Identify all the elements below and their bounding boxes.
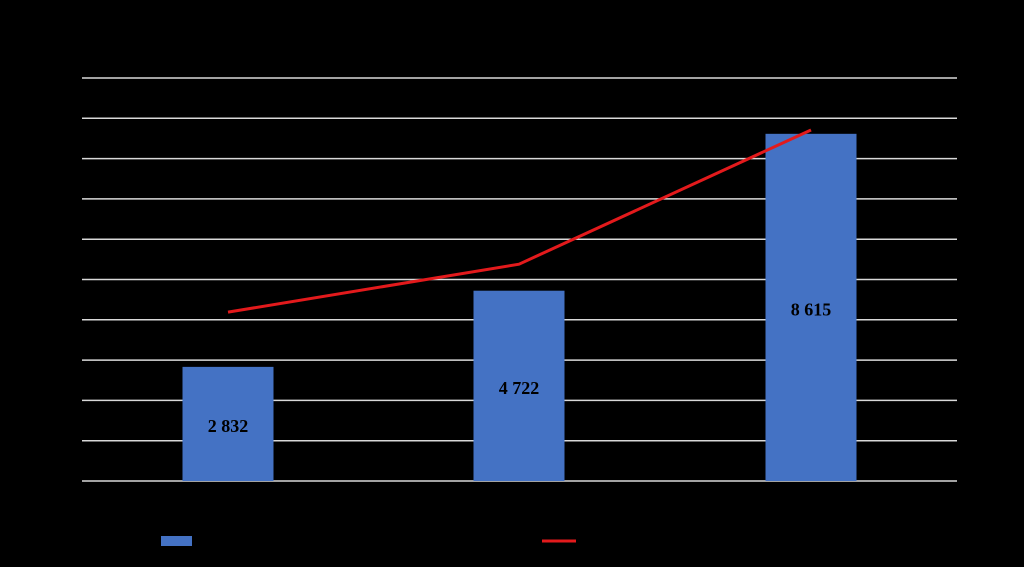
value-label: 2 832: [208, 416, 249, 436]
bar: [182, 366, 274, 481]
y-tick-label: 2000: [38, 389, 74, 409]
y-tick-label: 7000: [38, 187, 74, 207]
y-tick-label: 8000: [38, 147, 74, 167]
y-tick-label: 3000: [38, 348, 74, 368]
y-tick-label: 10000: [29, 66, 74, 86]
y-tick-label: 6000: [38, 227, 74, 247]
y-tick-label: 4000: [38, 308, 74, 328]
y-tick-label: 0: [65, 469, 74, 489]
value-label: 8 615: [791, 300, 832, 320]
value-label: 4 722: [499, 378, 540, 398]
bar: [765, 133, 857, 482]
y-tick-label: 1000: [38, 429, 74, 449]
y-tick-label: 5000: [38, 268, 74, 288]
y-tick-label: 9000: [38, 106, 74, 126]
bar: [473, 290, 565, 481]
line: [227, 128, 812, 314]
legend-swatch: [161, 536, 192, 546]
